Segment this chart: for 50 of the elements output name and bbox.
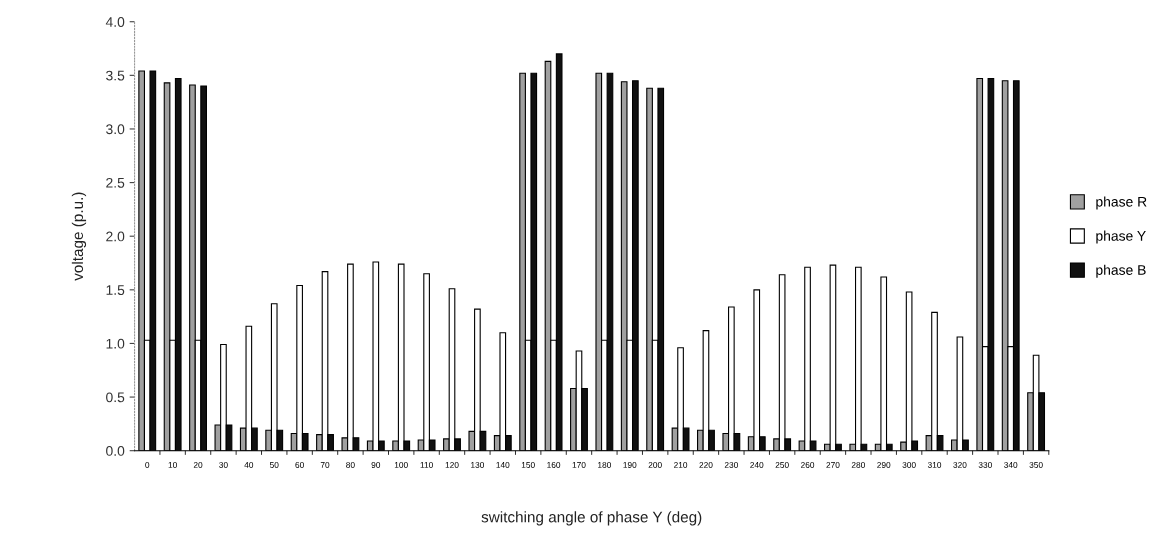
y-tick-label: 3.0 — [106, 124, 125, 135]
x-tick-label: 30 — [219, 462, 228, 468]
x-tick-label: 280 — [851, 462, 865, 468]
x-tick-label: 240 — [750, 462, 764, 468]
x-tick-label: 310 — [927, 462, 942, 468]
x-tick-label: 150 — [521, 462, 535, 468]
x-tick-label: 90 — [371, 462, 381, 468]
x-tick-label: 320 — [953, 462, 967, 468]
x-tick-label: 220 — [699, 462, 713, 468]
x-tick-label: 130 — [471, 462, 485, 468]
x-tick-label: 80 — [346, 462, 355, 468]
x-tick-label: 180 — [598, 462, 611, 468]
y-tick-label: 0.0 — [106, 446, 125, 456]
y-tick-label: 1.5 — [106, 285, 125, 295]
legend-label: phase Y — [1096, 230, 1146, 244]
x-tick-label: 70 — [320, 462, 330, 468]
x-tick-label: 110 — [420, 462, 433, 468]
x-tick-label: 50 — [269, 462, 279, 468]
x-tick-label: 100 — [394, 462, 408, 468]
legend-label: phase R — [1096, 196, 1147, 210]
y-tick-label: 4.0 — [105, 17, 125, 27]
x-tick-label: 230 — [724, 462, 738, 468]
x-tick-label: 270 — [826, 462, 840, 468]
y-axis-title: voltage (p.u.) — [71, 192, 87, 281]
x-tick-label: 20 — [193, 462, 203, 468]
x-tick-label: 260 — [801, 462, 815, 468]
y-tick-label: 2.0 — [106, 231, 125, 242]
x-tick-label: 210 — [674, 462, 688, 468]
x-tick-label: 160 — [547, 462, 561, 468]
x-tick-label: 330 — [978, 462, 992, 468]
x-tick-label: 140 — [496, 462, 510, 468]
x-tick-label: 40 — [244, 462, 254, 468]
x-tick-label: 290 — [877, 462, 891, 468]
x-tick-label: 300 — [902, 462, 916, 468]
x-tick-label: 60 — [295, 462, 304, 468]
legend-label: phase B — [1096, 264, 1146, 278]
x-tick-label: 120 — [445, 462, 459, 468]
x-tick-label: 250 — [775, 462, 789, 468]
y-tick-label: 2.5 — [106, 177, 125, 188]
x-tick-label: 340 — [1004, 462, 1018, 468]
x-tick-label: 10 — [168, 462, 177, 468]
x-tick-label: 170 — [572, 462, 586, 468]
x-tick-label: 0 — [145, 462, 150, 468]
x-tick-label: 350 — [1029, 462, 1043, 468]
y-tick-label: 1.0 — [106, 338, 125, 349]
x-tick-label: 200 — [648, 462, 662, 468]
x-axis-title: switching angle of phase Y (deg) — [481, 511, 702, 526]
y-tick-label: 0.5 — [106, 392, 125, 403]
x-tick-label: 190 — [623, 462, 637, 468]
y-tick-label: 3.5 — [106, 70, 125, 81]
